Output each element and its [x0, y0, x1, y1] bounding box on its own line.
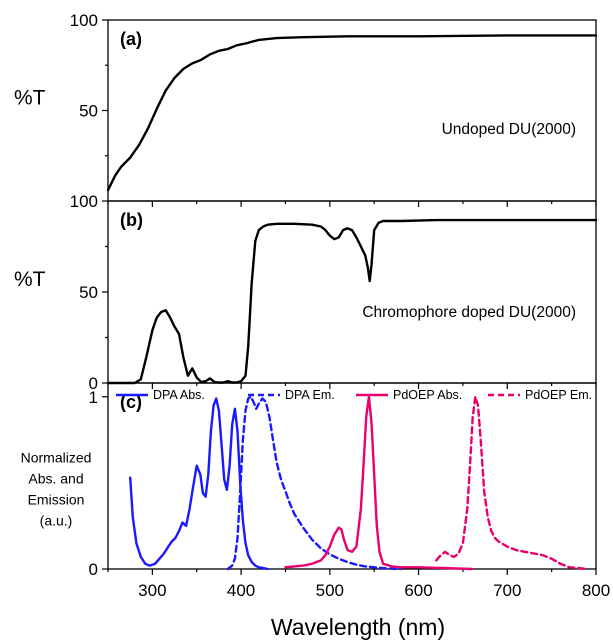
legend: DPA Abs. DPA Em. PdOEP Abs. PdOEP Em.	[116, 388, 592, 402]
panel-c: 0 1 (c) Normalized Abs. and Emission (a.u.) DPA…	[21, 382, 610, 640]
panel-a: 50 100 (a) %T Undoped DU(2000)	[14, 11, 598, 207]
panel-label: (b)	[120, 210, 143, 230]
legend-label: PdOEP Abs.	[393, 388, 462, 402]
panel-frame	[107, 19, 597, 202]
legend-label: DPA Em.	[285, 388, 335, 402]
panel-label: (c)	[120, 392, 142, 412]
panel-b: 0 50 100 (b) %T Chromophore doped DU(2000)	[14, 192, 598, 393]
x-tick-label: 400	[227, 581, 255, 600]
series-line-pdoep-em	[435, 395, 589, 571]
legend-label: PdOEP Em.	[525, 388, 592, 402]
series-line-spectrum	[106, 34, 598, 192]
y-axis-title-line: (a.u.)	[40, 513, 73, 529]
x-tick-label: 500	[316, 581, 344, 600]
panel-frame	[107, 382, 597, 570]
y-axis-title-line: Emission	[28, 492, 85, 508]
panel-label: (a)	[120, 29, 142, 49]
y-axis-title-line: Normalized	[21, 450, 92, 466]
x-tick-label: 800	[582, 581, 610, 600]
y-tick-label: 100	[70, 11, 98, 30]
y-tick-label: 50	[79, 102, 98, 121]
panel-frame	[107, 200, 597, 384]
series-line-dpa-em	[226, 395, 402, 571]
y-axis-title: %T	[14, 268, 46, 291]
x-axis-title: Wavelength (nm)	[271, 614, 445, 640]
x-tick-label: 300	[138, 581, 166, 600]
y-tick-label: 50	[79, 283, 98, 302]
y-axis-title-line: Abs. and	[28, 471, 83, 487]
panel-annotation: Undoped DU(2000)	[442, 121, 576, 138]
legend-label: DPA Abs.	[153, 388, 205, 402]
panel-annotation: Chromophore doped DU(2000)	[362, 304, 576, 321]
x-tick-label: 600	[404, 581, 432, 600]
y-tick-label: 0	[89, 374, 98, 393]
series-line-pdoep-abs	[284, 395, 473, 571]
y-tick-label: 0	[89, 560, 98, 579]
x-tick-label: 700	[493, 581, 521, 600]
series-line-spectrum	[106, 218, 598, 385]
y-tick-label: 100	[70, 192, 98, 211]
series-line-dpa-abs	[129, 397, 269, 571]
y-tick-label: 1	[89, 388, 98, 407]
y-axis-title: %T	[14, 87, 46, 110]
